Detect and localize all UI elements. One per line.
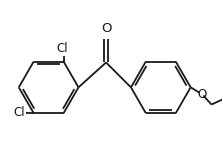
Text: Cl: Cl xyxy=(57,42,68,55)
Text: Cl: Cl xyxy=(13,106,25,119)
Text: O: O xyxy=(101,22,111,35)
Text: O: O xyxy=(197,88,206,101)
